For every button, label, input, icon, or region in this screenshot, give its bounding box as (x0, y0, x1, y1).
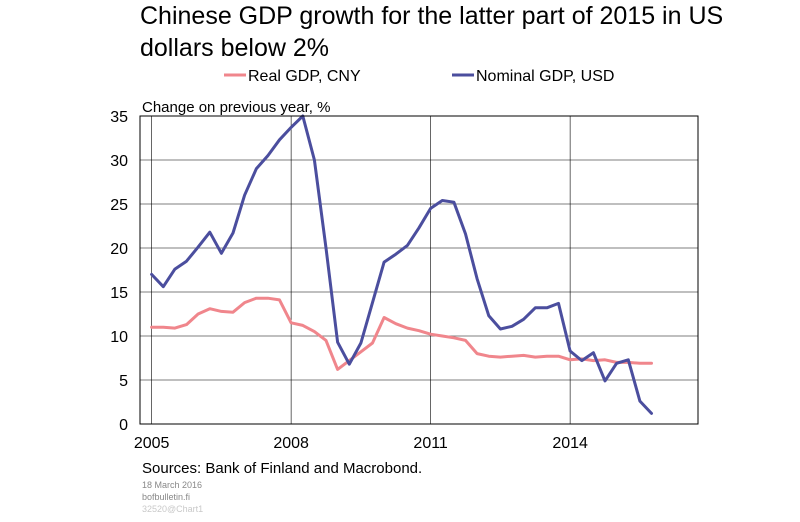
series-line-2 (150, 114, 653, 415)
legend: Real GDP, CNY Nominal GDP, USD (224, 68, 614, 85)
y-tick-label: 35 (110, 109, 128, 126)
chart-title-line-1: Chinese GDP growth for the latter part o… (140, 2, 724, 30)
plot-frame (139, 115, 699, 425)
y-tick-label: 0 (119, 417, 128, 434)
y-tick-label: 30 (110, 153, 128, 170)
y-axis-label: Change on previous year, % (142, 99, 330, 116)
line-chart: Real GDP, CNY Nominal GDP, USD Change on … (110, 68, 699, 452)
footer-date: 18 March 2016 (142, 480, 203, 490)
x-tick-label: 2014 (552, 435, 588, 452)
y-tick-label: 15 (110, 285, 128, 302)
source-note: Sources: Bank of Finland and Macrobond. (142, 460, 423, 477)
gridlines (140, 116, 698, 424)
tick-labels: 0 5 10 15 20 25 30 35 2005 2008 2011 2014 (110, 109, 588, 452)
series-lines (150, 114, 653, 415)
chart-title-line-2: dollars below 2% (140, 34, 329, 62)
x-tick-label: 2008 (273, 435, 309, 452)
footer-site: bofbulletin.fi (142, 492, 191, 502)
footer-chart-id: 32520@Chart1 (142, 504, 204, 514)
chart-title: Chinese GDP growth for the latter part o… (140, 0, 790, 64)
series-line-1 (150, 296, 653, 371)
legend-label-2: Nominal GDP, USD (476, 68, 614, 85)
y-tick-label: 10 (110, 329, 128, 346)
y-tick-label: 20 (110, 241, 128, 258)
x-tick-label: 2011 (413, 435, 448, 452)
y-tick-label: 25 (110, 197, 128, 214)
legend-label-1: Real GDP, CNY (248, 68, 361, 85)
y-tick-label: 5 (119, 373, 128, 390)
x-tick-label: 2005 (134, 435, 170, 452)
